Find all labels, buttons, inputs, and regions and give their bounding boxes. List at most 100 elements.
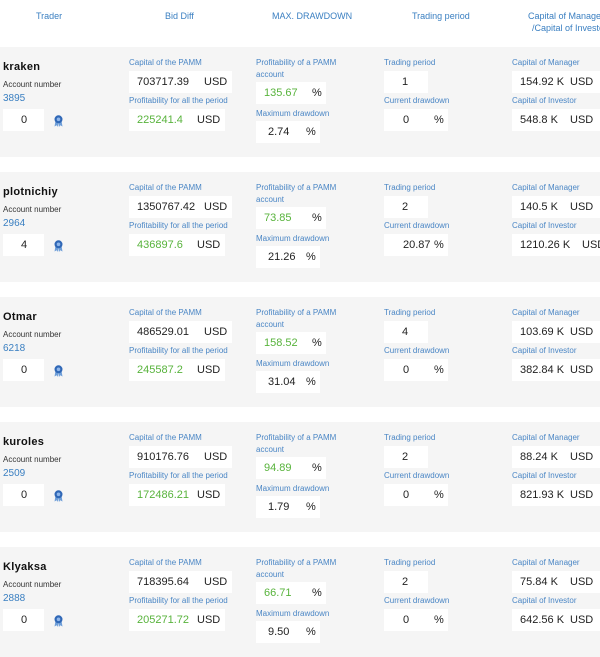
capital-investor-box: 642.56 K USD <box>512 609 600 631</box>
max-drawdown-value: 31.04 <box>268 376 296 388</box>
current-drawdown-label: Current drawdown <box>384 471 450 480</box>
profit-pamm-label: Profitability of a PAMM <box>256 308 337 317</box>
capital-investor-label: Capital of Investor <box>512 221 577 230</box>
rank-box: 0 <box>3 359 44 381</box>
col-header-trader[interactable]: Trader <box>36 11 63 21</box>
percent-unit: % <box>434 614 444 626</box>
profit-all-value: 436897.6 <box>137 239 183 251</box>
max-drawdown-value: 1.79 <box>268 501 290 513</box>
profit-all-label: Profitability for all the period <box>129 221 228 230</box>
percent-unit: % <box>312 87 322 99</box>
table-header: Trader Bid Diff MAX. DRAWDOWN Trading pe… <box>0 0 600 46</box>
col-header-capital-manager[interactable]: Capital of Manager <box>528 11 600 21</box>
current-drawdown-label: Current drawdown <box>384 96 450 105</box>
capital-pamm-value: 910176.76 <box>137 451 189 463</box>
account-number[interactable]: 6218 <box>3 343 26 354</box>
capital-pamm-label: Capital of the PAMM <box>129 183 202 192</box>
capital-investor-label: Capital of Investor <box>512 346 577 355</box>
rank-value: 0 <box>21 489 28 501</box>
percent-unit: % <box>312 462 322 474</box>
col-header-trading-period[interactable]: Trading period <box>412 11 470 21</box>
capital-manager-box: 103.69 K USD <box>512 321 600 343</box>
capital-pamm-box: 910176.76 USD <box>129 446 232 468</box>
usd-unit: USD <box>204 326 228 338</box>
max-drawdown-box: 31.04 % <box>256 371 320 393</box>
profit-pamm-label: Profitability of a PAMM <box>256 558 337 567</box>
max-drawdown-value: 21.26 <box>268 251 296 263</box>
profit-pamm-label-line2: account <box>256 320 285 329</box>
usd-unit: USD <box>197 489 221 501</box>
percent-unit: % <box>306 376 316 388</box>
profit-pamm-value: 94.89 <box>264 462 292 474</box>
profit-all-label: Profitability for all the period <box>129 346 228 355</box>
trader-card: kuroles Account number 2509 0 Capital of… <box>0 422 600 532</box>
usd-unit: USD <box>570 576 594 588</box>
capital-manager-box: 88.24 K USD <box>512 446 600 468</box>
capital-manager-label: Capital of Manager <box>512 433 580 442</box>
usd-unit: USD <box>570 326 594 338</box>
profit-pamm-label-line2: account <box>256 570 285 579</box>
max-drawdown-box: 9.50 % <box>256 621 320 643</box>
trading-period-value: 2 <box>402 451 409 463</box>
capital-manager-value: 88.24 K <box>520 451 558 463</box>
trader-name[interactable]: Otmar <box>3 311 37 323</box>
capital-pamm-box: 486529.01 USD <box>129 321 232 343</box>
trader-name[interactable]: Klyaksa <box>3 561 47 573</box>
col-header-capital-investor[interactable]: /Capital of Investor <box>532 23 600 33</box>
rank-box: 0 <box>3 609 44 631</box>
max-drawdown-box: 21.26 % <box>256 246 320 268</box>
trader-card: kraken Account number 3895 0 Capital of … <box>0 47 600 157</box>
account-number[interactable]: 2964 <box>3 218 26 229</box>
capital-pamm-value: 486529.01 <box>137 326 189 338</box>
capital-manager-value: 154.92 K <box>520 76 565 88</box>
current-drawdown-value: 0 <box>403 614 410 626</box>
capital-pamm-label: Capital of the PAMM <box>129 58 202 67</box>
profit-pamm-label: Profitability of a PAMM <box>256 183 337 192</box>
profit-pamm-box: 135.67 % <box>256 82 326 104</box>
trader-name[interactable]: kraken <box>3 61 41 73</box>
usd-unit: USD <box>197 364 221 376</box>
ribbon-badge-icon <box>53 114 64 132</box>
trader-name[interactable]: plotnichiy <box>3 186 58 198</box>
rank-value: 0 <box>21 114 28 126</box>
capital-investor-box: 821.93 K USD <box>512 484 600 506</box>
usd-unit: USD <box>197 114 221 126</box>
current-drawdown-box: 0 % <box>384 484 448 506</box>
usd-unit: USD <box>204 76 228 88</box>
capital-pamm-value: 718395.64 <box>137 576 189 588</box>
capital-pamm-value: 703717.39 <box>137 76 189 88</box>
max-drawdown-value: 9.50 <box>268 626 290 638</box>
capital-manager-box: 140.5 K USD <box>512 196 600 218</box>
capital-manager-value: 103.69 K <box>520 326 565 338</box>
profit-pamm-box: 94.89 % <box>256 457 326 479</box>
current-drawdown-value: 0 <box>403 364 410 376</box>
percent-unit: % <box>312 587 322 599</box>
account-number-label: Account number <box>3 330 62 339</box>
profit-all-box: 436897.6 USD <box>129 234 225 256</box>
max-drawdown-label: Maximum drawdown <box>256 359 330 368</box>
profit-all-label: Profitability for all the period <box>129 596 228 605</box>
max-drawdown-box: 1.79 % <box>256 496 320 518</box>
profit-all-label: Profitability for all the period <box>129 471 228 480</box>
account-number[interactable]: 2509 <box>3 468 26 479</box>
ribbon-badge-icon <box>53 364 64 382</box>
col-header-max-drawdown[interactable]: MAX. DRAWDOWN <box>272 11 353 21</box>
account-number[interactable]: 3895 <box>3 93 26 104</box>
current-drawdown-box: 0 % <box>384 609 448 631</box>
profit-pamm-label-line2: account <box>256 70 285 79</box>
trader-name[interactable]: kuroles <box>3 436 45 448</box>
capital-pamm-box: 718395.64 USD <box>129 571 232 593</box>
usd-unit: USD <box>570 76 594 88</box>
capital-manager-label: Capital of Manager <box>512 58 580 67</box>
capital-investor-value: 548.8 K <box>520 114 558 126</box>
current-drawdown-value: 0 <box>403 114 410 126</box>
max-drawdown-value: 2.74 <box>268 126 290 138</box>
account-number[interactable]: 2888 <box>3 593 26 604</box>
current-drawdown-box: 0 % <box>384 359 448 381</box>
trading-period-label: Trading period <box>384 58 436 67</box>
usd-unit: USD <box>582 239 600 251</box>
trading-period-box: 1 <box>384 71 428 93</box>
trading-period-label: Trading period <box>384 308 436 317</box>
trading-period-box: 4 <box>384 321 428 343</box>
col-header-bid-diff[interactable]: Bid Diff <box>165 11 194 21</box>
